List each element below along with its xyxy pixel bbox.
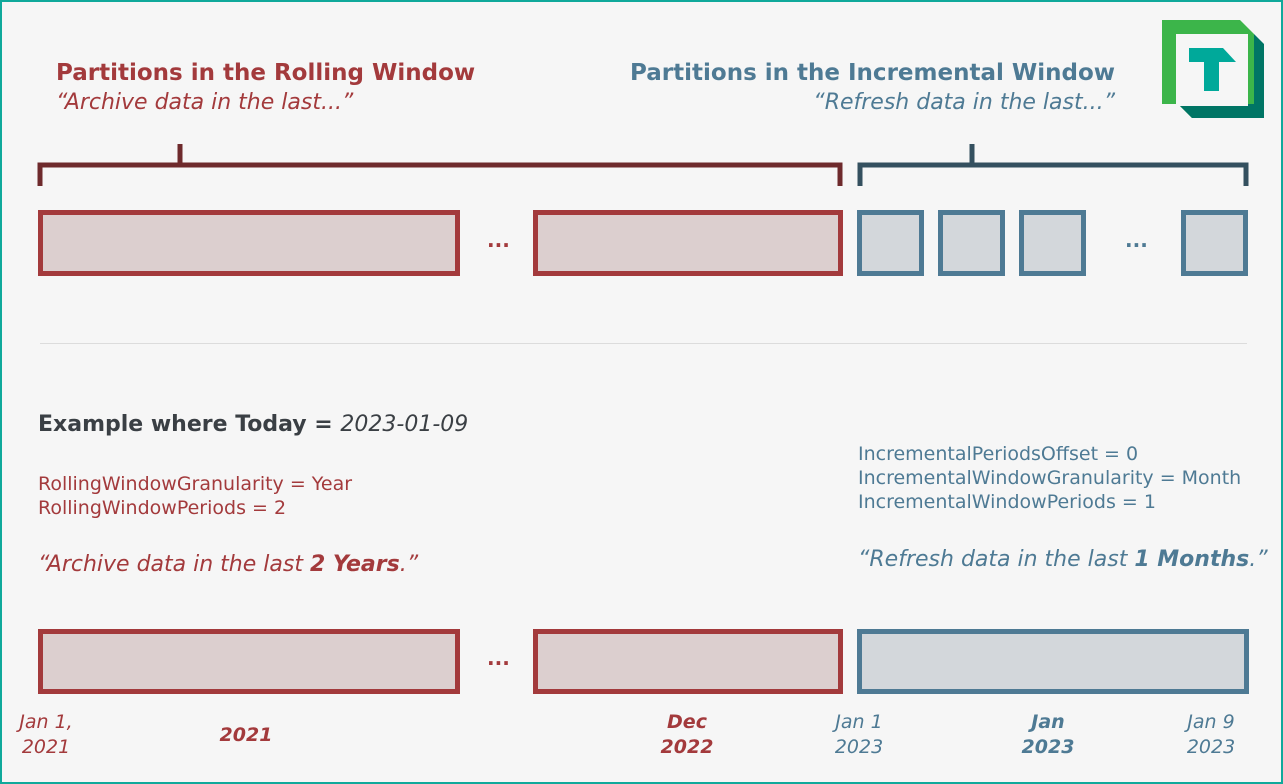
rolling-partition	[38, 210, 460, 276]
partition-jan-2023	[857, 629, 1249, 694]
example-heading: Example where Today = 2023-01-09	[38, 412, 469, 437]
partition-2021	[38, 629, 460, 694]
partition-2022	[533, 629, 843, 694]
label-jan1-2023: Jan 1 2023	[834, 711, 884, 758]
ellipsis: ...	[487, 646, 510, 670]
label-jan9-2023: Jan 9 2023	[1186, 711, 1236, 758]
incremental-partition	[857, 210, 924, 276]
incremental-partition	[938, 210, 1005, 276]
logo-icon	[1162, 20, 1264, 118]
incremental-subtitle: “Refresh data in the last...”	[813, 90, 1115, 115]
incremental-bracket	[857, 144, 1249, 186]
rolling-quote: “Archive data in the last 2 Years.”	[38, 552, 419, 577]
rolling-title: Partitions in the Rolling Window	[56, 60, 476, 86]
rolling-params: RollingWindowGranularity = Year RollingW…	[38, 473, 353, 519]
rolling-subtitle: “Archive data in the last...”	[56, 90, 354, 115]
incremental-partition	[1019, 210, 1086, 276]
label-2021: 2021	[219, 724, 273, 746]
label-jan-2023: Jan 2023	[1021, 711, 1075, 758]
label-jan1-2021: Jan 1, 2021	[19, 711, 73, 758]
rolling-partition	[533, 210, 843, 276]
incremental-title: Partitions in the Incremental Window	[630, 60, 1115, 86]
brackets	[37, 144, 1249, 186]
ellipsis: ...	[487, 228, 510, 252]
rolling-bracket	[37, 144, 843, 186]
label-dec-2022: Dec 2022	[660, 711, 714, 758]
incremental-quote: “Refresh data in the last 1 Months.”	[858, 547, 1268, 572]
incremental-params: IncrementalPeriodsOffset = 0 Incremental…	[858, 443, 1242, 513]
incremental-partition	[1181, 210, 1248, 276]
ellipsis: ...	[1125, 228, 1148, 252]
divider	[40, 343, 1247, 344]
